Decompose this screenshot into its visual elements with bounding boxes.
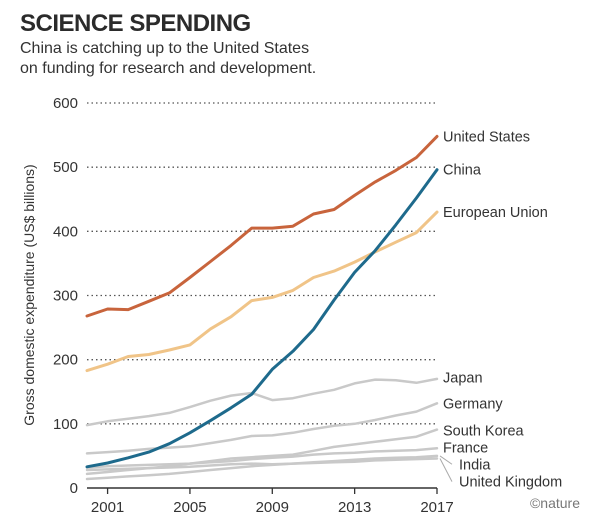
label-connectors xyxy=(439,455,453,482)
series-line-japan xyxy=(85,377,439,427)
chart-subtitle-line-1: China is catching up to the United State… xyxy=(20,40,309,57)
x-tick-label-2013: 2013 xyxy=(338,499,371,516)
series-label-south-korea: South Korea xyxy=(443,423,525,439)
x-tick-label-2009: 2009 xyxy=(256,499,289,516)
series-label-japan: Japan xyxy=(443,371,483,387)
x-tick-label-2005: 2005 xyxy=(173,499,206,516)
series-line-germany xyxy=(85,402,439,455)
x-tick-labels: 2001 2005 2009 2013 2017 xyxy=(91,488,454,516)
credit-nature: ©nature xyxy=(530,495,580,511)
y-tick-label-0: 0 xyxy=(70,480,78,497)
series-label-european-union: European Union xyxy=(443,205,548,221)
series-label-germany: Germany xyxy=(443,396,503,412)
series-line-united-states xyxy=(85,134,439,318)
y-tick-label-200: 200 xyxy=(53,352,78,369)
y-tick-label-600: 600 xyxy=(53,95,78,112)
series-line-south-korea xyxy=(85,428,439,476)
series-line-france xyxy=(85,446,439,469)
x-tick-label-2017: 2017 xyxy=(420,499,453,516)
y-axis-label: Gross domestic expenditure (US$ billions… xyxy=(21,164,37,425)
series-lines xyxy=(85,134,439,481)
x-tick-label-2001: 2001 xyxy=(91,499,124,516)
chart-subtitle-line-2: on funding for research and development. xyxy=(20,60,316,77)
series-labels: United States China European Union Japan Ger… xyxy=(443,129,562,490)
connector-india xyxy=(439,455,453,465)
chart-title: SCIENCE SPENDING xyxy=(20,10,251,37)
series-label-india: India xyxy=(459,457,491,473)
y-tick-labels: 0 100 200 300 400 500 600 xyxy=(53,95,78,497)
series-line-india xyxy=(85,454,439,481)
y-tick-label-400: 400 xyxy=(53,223,78,240)
series-label-china: China xyxy=(443,163,482,179)
y-tick-label-100: 100 xyxy=(53,416,78,433)
grid-lines xyxy=(87,102,437,489)
y-tick-label-500: 500 xyxy=(53,159,78,176)
series-line-china xyxy=(85,168,439,469)
series-line-european-union xyxy=(85,210,439,373)
y-tick-label-300: 300 xyxy=(53,288,78,305)
series-label-france: France xyxy=(443,441,488,457)
series-label-united-kingdom: United Kingdom xyxy=(459,475,562,491)
series-label-united-states: United States xyxy=(443,129,530,145)
connector-united-kingdom xyxy=(439,458,453,482)
